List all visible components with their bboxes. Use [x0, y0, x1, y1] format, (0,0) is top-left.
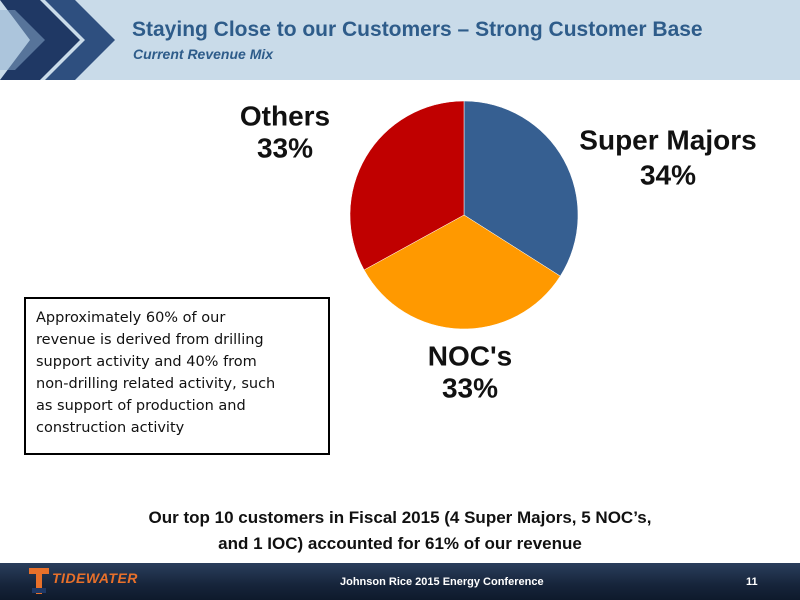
pie-slice — [463, 100, 579, 277]
header-band — [0, 0, 800, 80]
callout-line: support activity and 40% from — [36, 354, 257, 370]
event-name: Johnson Rice 2015 Energy Conference — [340, 576, 544, 588]
logo-mark — [29, 568, 49, 594]
page-number: 11 — [746, 576, 758, 588]
chevrons — [0, 0, 115, 80]
slice-label: Others — [240, 100, 330, 131]
slice-value: 33% — [442, 372, 498, 403]
callout-line: Approximately 60% of our — [36, 310, 226, 326]
slice-value: 34% — [640, 159, 696, 190]
callout-line: revenue is derived from drilling — [36, 332, 264, 348]
summary-line: Our top 10 customers in Fiscal 2015 (4 S… — [148, 508, 652, 527]
footer-band — [0, 563, 800, 600]
logo: TIDEWATER — [52, 570, 138, 586]
slice-label: NOC's — [428, 340, 512, 371]
callout-line: non-drilling related activity, such — [36, 376, 276, 392]
pie-slice — [363, 214, 561, 330]
callout-line: as support of production and — [36, 398, 246, 414]
summary-line: and 1 IOC) accounted for 61% of our reve… — [218, 534, 582, 553]
summary: Our top 10 customers in Fiscal 2015 (4 S… — [0, 505, 800, 557]
callout-box: Approximately 60% of our revenue is deriv… — [24, 297, 330, 455]
slice-value: 33% — [257, 132, 313, 163]
subtitle: Current Revenue Mix — [133, 46, 274, 62]
title: Staying Close to our Customers – Strong … — [132, 18, 703, 41]
callout-line: construction activity — [36, 420, 185, 436]
slice-label: Super Majors — [579, 124, 756, 155]
pie-slice — [349, 100, 465, 271]
